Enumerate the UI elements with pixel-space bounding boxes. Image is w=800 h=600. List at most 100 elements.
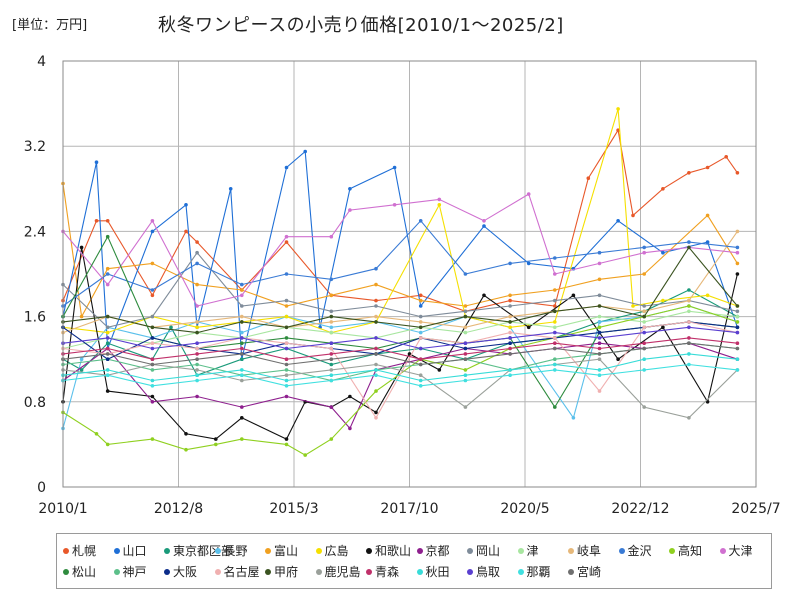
legend-item: 東京都区部 <box>164 544 233 558</box>
series-1 <box>61 149 740 362</box>
data-point <box>661 187 665 191</box>
data-point <box>374 373 378 378</box>
data-point <box>526 261 531 266</box>
series-14 <box>61 234 740 409</box>
data-point <box>553 368 557 372</box>
legend-item: 鳥取 <box>467 565 500 579</box>
series-24 <box>61 341 740 367</box>
legend-marker <box>113 569 120 575</box>
data-point <box>735 357 740 362</box>
series-line <box>62 326 738 350</box>
data-point <box>418 314 423 319</box>
data-point <box>418 325 423 330</box>
data-point <box>642 304 646 308</box>
data-point <box>661 250 665 255</box>
data-point <box>284 298 289 303</box>
data-point <box>348 426 352 431</box>
legend-label: 松山 <box>72 565 97 579</box>
data-point <box>597 373 602 378</box>
data-point <box>642 272 646 276</box>
data-point <box>508 293 512 298</box>
data-point <box>482 219 486 223</box>
data-point <box>214 437 218 441</box>
data-point <box>586 176 591 180</box>
data-point <box>374 410 378 415</box>
data-point <box>374 314 378 319</box>
data-point <box>553 346 557 351</box>
data-point <box>687 336 691 340</box>
data-point <box>463 341 468 346</box>
data-point <box>642 245 646 250</box>
legend-label: 鳥取 <box>476 565 501 579</box>
data-point <box>329 368 334 372</box>
series-line <box>62 251 738 328</box>
data-point <box>735 341 740 346</box>
data-point <box>418 336 423 340</box>
data-point <box>105 272 110 276</box>
data-point <box>687 362 691 367</box>
chart-title: 秋冬ワンピースの小売り価格[2010/1～2025/2] <box>158 15 564 36</box>
legend-marker <box>315 548 322 554</box>
data-point <box>735 314 740 319</box>
data-point <box>105 341 110 346</box>
data-point <box>105 346 110 351</box>
series-0 <box>61 128 740 314</box>
data-point <box>463 304 468 308</box>
legend-label: 和歌山 <box>375 544 412 558</box>
data-point <box>687 298 691 303</box>
data-point <box>150 384 155 388</box>
data-point <box>284 384 289 388</box>
data-point <box>463 352 468 356</box>
data-point <box>348 187 352 191</box>
data-point <box>597 250 602 255</box>
data-point <box>150 293 155 298</box>
data-point <box>240 293 244 298</box>
data-point <box>150 394 155 399</box>
legend-label: 岐阜 <box>577 544 602 558</box>
series-line <box>62 310 738 350</box>
data-point <box>195 282 199 287</box>
data-point <box>724 155 728 159</box>
data-point <box>240 288 244 292</box>
data-point <box>616 357 620 362</box>
data-point <box>735 250 740 255</box>
data-point <box>392 165 397 170</box>
data-point <box>418 304 423 308</box>
data-point <box>597 277 602 282</box>
data-point <box>329 405 334 409</box>
data-point <box>418 384 423 388</box>
data-point <box>374 346 378 351</box>
data-point <box>228 187 233 191</box>
data-point <box>642 405 646 409</box>
legend: 札幌 山口 東京都区部 長野 富山 広島 和歌山 京都 岡山 津 岐阜 金沢 高知 大津 松山 神戸 大阪 名古屋… <box>56 533 772 589</box>
data-point <box>597 304 602 308</box>
legend-item: 金沢 <box>618 544 652 558</box>
data-point <box>284 378 289 383</box>
legend-marker <box>467 569 473 575</box>
series-10 <box>61 229 740 335</box>
legend-item: 鹿児島 <box>315 565 361 579</box>
data-point <box>642 368 646 372</box>
series-line <box>62 358 738 419</box>
data-point <box>418 219 423 223</box>
legend-item: 富山 <box>265 544 298 558</box>
series-line <box>62 235 738 409</box>
data-point <box>597 320 602 324</box>
data-point <box>150 288 155 292</box>
data-point <box>195 304 199 308</box>
data-point <box>284 442 289 447</box>
data-point <box>437 368 442 372</box>
data-point <box>195 352 199 356</box>
x-tick-label: 2017/10 <box>380 501 438 517</box>
grid <box>62 60 757 488</box>
data-point <box>150 341 155 346</box>
data-point <box>735 346 740 351</box>
data-point <box>735 309 740 314</box>
data-point <box>195 240 199 244</box>
legend-label: 津 <box>526 544 539 558</box>
legend-marker <box>265 569 271 575</box>
data-point <box>418 298 423 303</box>
y-tick-label: 2.4 <box>24 224 46 240</box>
data-point <box>597 314 602 319</box>
legend-marker <box>467 548 473 554</box>
